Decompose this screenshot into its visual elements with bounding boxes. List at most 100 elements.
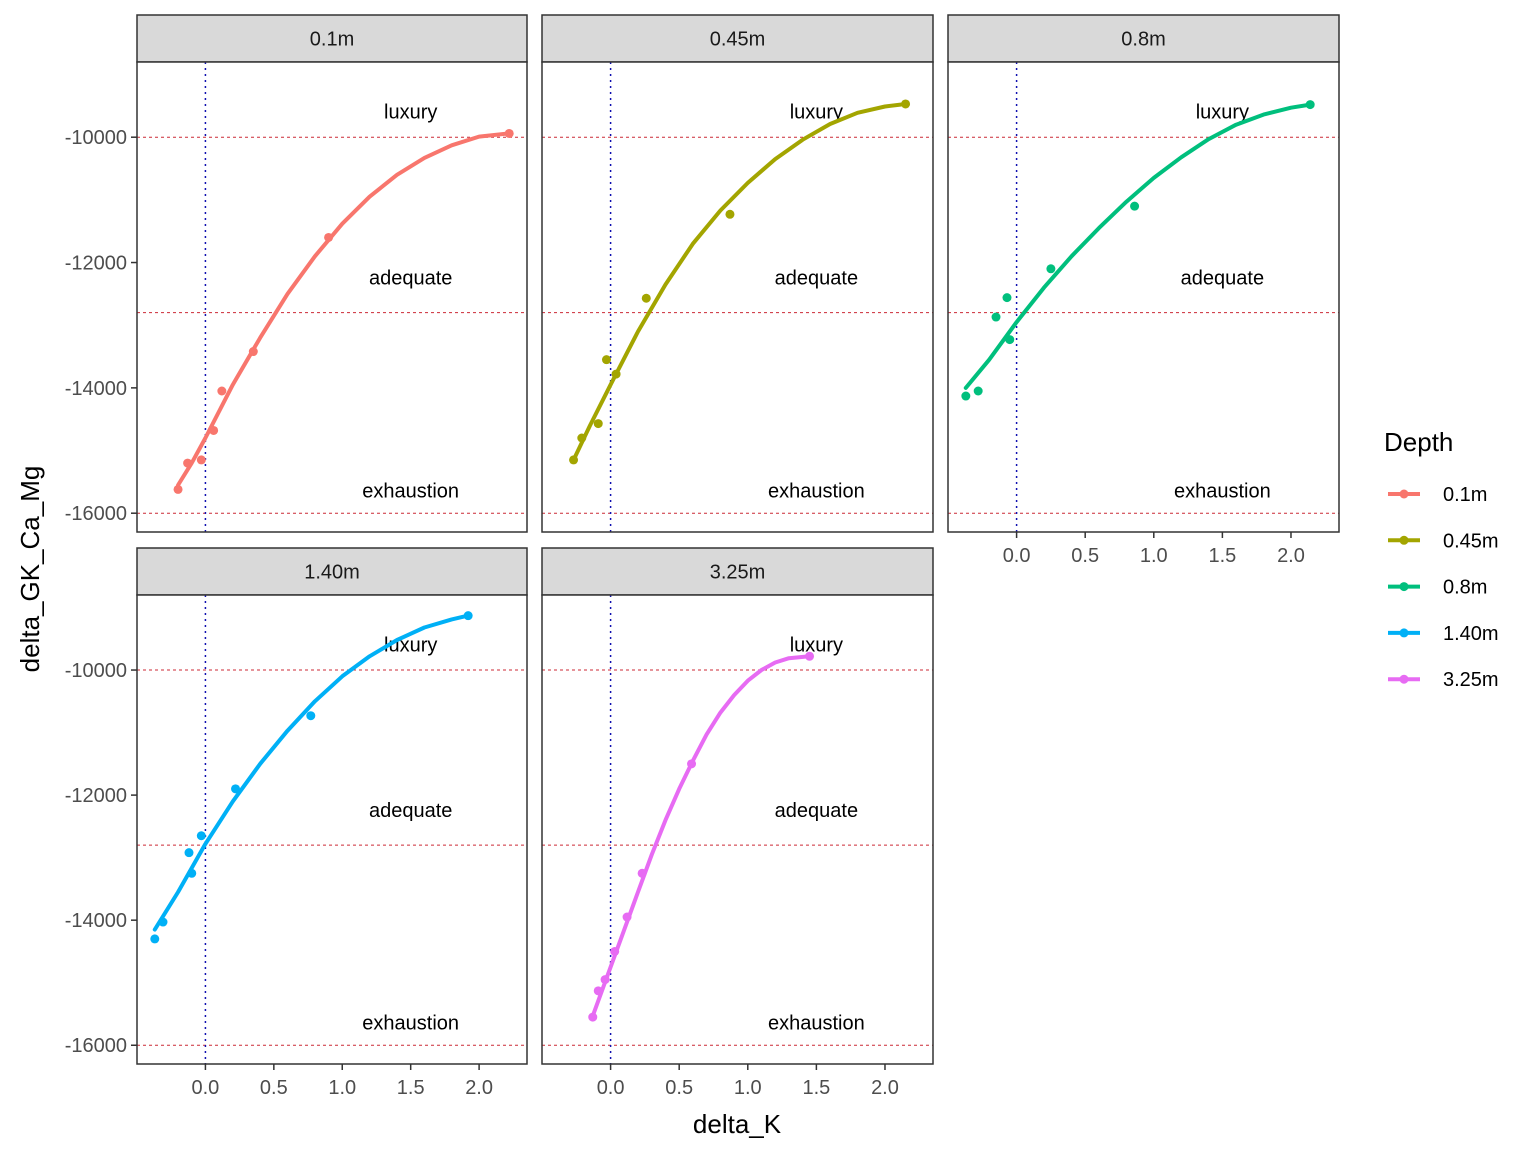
y-axis-title: delta_GK_Ca_Mg [15,466,45,673]
facet-strip-label: 0.45m [710,29,766,51]
legend-key-point [1399,535,1409,545]
panel-background [137,62,527,532]
facet-strip-label: 0.8m [1121,29,1165,51]
legend-label: 0.1m [1443,484,1487,506]
data-point [687,759,697,769]
zone-label: adequate [369,267,452,289]
zone-label: exhaustion [362,1013,459,1035]
data-point [173,484,183,494]
facet-panel: 0.1m luxury adequate exhaustion [136,14,528,533]
data-point [569,455,579,465]
data-point [588,1012,598,1022]
facet-panel: 3.25m luxury adequate exhaustion [541,547,934,1065]
facet-strip-label: 3.25m [710,562,766,584]
y-tick-label: -16000 [65,1035,127,1057]
data-point [1046,264,1056,274]
x-tick-label: 0.0 [1003,545,1031,567]
facet-panels: 0.1m luxury adequate exhaustion 0.45m luxury a… [136,14,1340,1065]
zone-label: luxury [384,101,437,123]
x-tick-label: 0.5 [260,1077,288,1099]
zone-label: adequate [775,267,858,289]
zone-label: luxury [1196,101,1249,123]
x-tick-label: 0.5 [665,1077,693,1099]
data-point [196,455,206,465]
panel-background [948,62,1339,532]
data-point [150,934,160,944]
panel-background [137,595,527,1064]
data-point [463,611,473,621]
data-point [805,651,815,661]
data-point [611,369,621,379]
smooth-fit-line [590,654,812,1018]
panel-border [541,61,934,533]
legend-entry: 0.45m [1388,530,1499,552]
data-point [183,458,193,468]
data-point [217,386,227,396]
data-point [196,831,206,841]
data-point [324,232,334,242]
zone-label: adequate [775,800,858,822]
zone-label: exhaustion [768,1013,865,1035]
data-point [991,312,1001,322]
panel-border [947,61,1340,533]
data-point [961,391,971,401]
x-tick-label: 1.5 [802,1077,830,1099]
legend-entry: 1.40m [1388,623,1499,645]
x-tick-label: 0.0 [192,1077,220,1099]
y-tick-label: -12000 [65,785,127,807]
legend-label: 0.8m [1443,577,1487,599]
zone-label: luxury [790,101,843,123]
y-tick-label: -12000 [65,253,127,275]
x-tick-label: 1.5 [1208,545,1236,567]
data-point [601,355,611,365]
data-point [187,868,197,878]
x-tick-label: 0.0 [597,1077,625,1099]
x-tick-label: 2.0 [871,1077,899,1099]
data-point [610,946,620,956]
facet-strip [136,14,528,63]
data-point [158,917,168,927]
data-point [600,975,610,985]
x-axis-title: delta_K [693,1109,782,1139]
panel-border [541,594,934,1065]
data-point [622,912,632,922]
data-point [184,848,194,858]
panel-plot-area: luxury adequate exhaustion [542,595,933,1064]
data-point [306,711,316,721]
data-point [504,128,514,138]
legend-label: 1.40m [1443,623,1499,645]
facet-panel: 0.45m luxury adequate exhaustion [541,14,934,533]
legend-key-point [1399,628,1409,638]
data-point [593,419,603,429]
legend-entry: 3.25m [1388,669,1499,691]
legend-label: 0.45m [1443,530,1499,552]
zone-label: exhaustion [768,481,865,503]
panel-border [136,594,528,1065]
x-tick-label: 1.0 [328,1077,356,1099]
y-tick-label: -14000 [65,378,127,400]
axes: -10000 -12000 -14000 -16000 0.0 0.5 1.0 1.5 2.0 -… [65,127,1305,1099]
x-tick-label: 2.0 [465,1077,493,1099]
data-point [248,347,258,357]
y-tick-label: -10000 [65,660,127,682]
zone-label: exhaustion [1174,481,1271,503]
panel-border [136,61,528,533]
facet-strip [541,14,934,63]
zone-label: luxury [790,634,843,656]
panel-plot-area: luxury adequate exhaustion [542,62,933,532]
data-point [1002,293,1012,303]
legend: Depth 0.1m 0.45m 0.8m 1.40m 3.25m [1384,427,1499,691]
y-tick-label: -16000 [65,503,127,525]
data-point [641,293,651,303]
facet-strip-label: 0.1m [310,29,354,51]
data-point [973,386,983,396]
legend-entry: 0.1m [1388,484,1487,506]
data-point [577,433,587,443]
x-tick-label: 1.0 [734,1077,762,1099]
data-point [1005,335,1015,345]
